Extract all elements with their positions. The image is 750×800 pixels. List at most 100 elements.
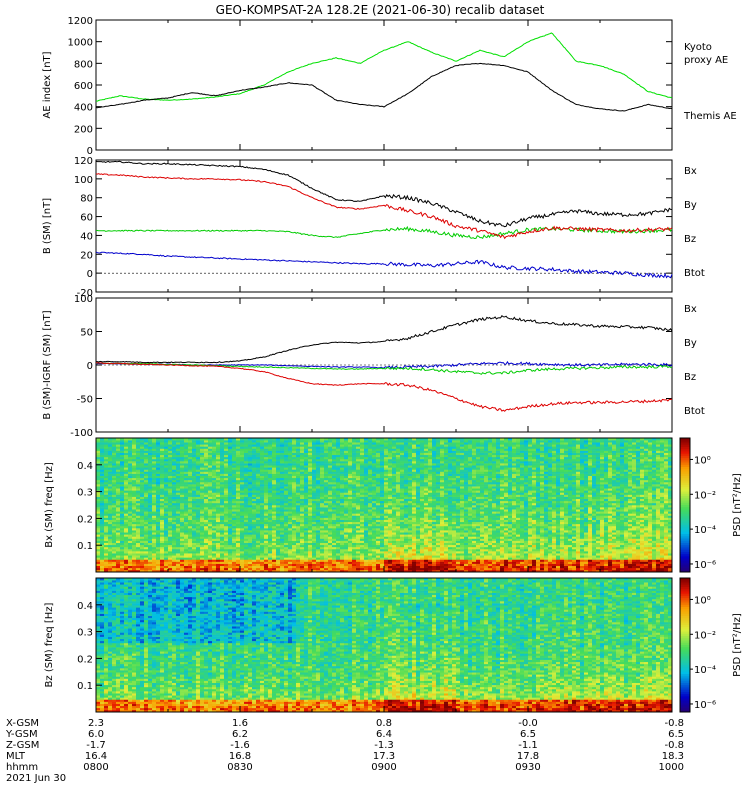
ephemeris-value: -0.0	[518, 718, 538, 729]
y-tick-label: 0	[87, 361, 93, 372]
legend-entry: By	[684, 200, 697, 211]
y-tick-label: 0.4	[77, 461, 93, 472]
colorbar-tick-label: 10⁻⁴	[694, 525, 716, 536]
series-line-btot	[96, 161, 672, 226]
ephemeris-row-label: Z-GSM	[6, 740, 39, 751]
y-tick-label: 1000	[68, 38, 93, 49]
ephemeris-row-label: MLT	[6, 751, 26, 762]
colorbar-tick-label: 10⁻⁶	[694, 700, 716, 711]
colorbar-tick-label: 10⁰	[694, 455, 711, 466]
y-axis-label: AE index [nT]	[42, 51, 53, 118]
legend-entry: Btot	[684, 268, 705, 279]
ephemeris-value: -1.3	[374, 740, 394, 751]
y-tick-label: 800	[74, 59, 93, 70]
y-tick-label: 0.1	[77, 541, 93, 552]
figure: GEO-KOMPSAT-2A 128.2E (2021-06-30) recal…	[0, 0, 750, 800]
colorbar-tick-label: 10⁻²	[694, 490, 716, 501]
legend-entry: Btot	[684, 406, 705, 417]
series-line-by	[96, 363, 672, 375]
ephemeris-value: 6.4	[376, 729, 392, 740]
ephemeris-value: 6.0	[88, 729, 104, 740]
ephemeris-value: 18.3	[662, 751, 684, 762]
ephemeris-row-label: X-GSM	[6, 718, 39, 729]
spectrogram-panel-1: 0.10.20.30.4Bx (SM) freq [Hz]10⁰10⁻²10⁻⁴…	[44, 438, 743, 572]
y-tick-label: 20	[80, 250, 93, 261]
ephemeris-date: 2021 Jun 30	[6, 773, 66, 784]
y-tick-label: 50	[80, 328, 93, 339]
ephemeris-value: 6.5	[520, 729, 536, 740]
y-tick-label: 100	[74, 175, 93, 186]
spectrogram-cells	[96, 578, 672, 712]
colorbar-tick-label: 10⁻⁴	[694, 665, 716, 676]
series-line-bx	[96, 252, 672, 278]
y-tick-label: -100	[70, 428, 93, 439]
legend-entry: Bz	[684, 234, 696, 245]
ephemeris-value: -1.6	[230, 740, 250, 751]
ephemeris-value: -0.8	[664, 718, 684, 729]
legend-entry: By	[684, 338, 697, 349]
ephemeris-value: 16.4	[85, 751, 107, 762]
y-tick-label: 400	[74, 103, 93, 114]
legend-entry: Kyoto	[684, 42, 712, 53]
legend-entry: Themis AE	[683, 111, 737, 122]
ephemeris-value: 16.8	[229, 751, 251, 762]
y-axis-label: Bz (SM) freq [Hz]	[44, 602, 55, 687]
spectrogram-cells	[96, 438, 672, 572]
y-axis-label: B (SM)-IGRF (SM) [nT]	[42, 310, 53, 419]
y-axis-label: B (SM) [nT]	[42, 198, 53, 254]
ephemeris-value: 6.5	[668, 729, 684, 740]
y-tick-label: 600	[74, 81, 93, 92]
ephemeris-value: 0900	[371, 762, 396, 773]
y-tick-label: 0.3	[77, 628, 93, 639]
legend-entry: Bx	[684, 304, 697, 315]
ephemeris-value: -0.8	[664, 740, 684, 751]
y-tick-label: 200	[74, 124, 93, 135]
y-tick-label: 0.1	[77, 681, 93, 692]
y-tick-label: 0.2	[77, 654, 93, 665]
chart-title: GEO-KOMPSAT-2A 128.2E (2021-06-30) recal…	[216, 3, 545, 17]
colorbar: 10⁰ 10⁻² 10⁻⁴ 10⁻⁶ PSD [nT²/Hz]	[680, 578, 743, 712]
y-tick-label: 100	[74, 294, 93, 305]
colorbar-label: PSD [nT²/Hz]	[732, 613, 743, 677]
legend-entry: Bz	[684, 372, 696, 383]
ephemeris-value: 0800	[83, 762, 108, 773]
legend-entry: Bx	[684, 166, 697, 177]
series-line-themis-ae	[96, 63, 672, 111]
ephemeris-row-label: hhmm	[6, 762, 38, 773]
ephemeris-value: 1000	[659, 762, 684, 773]
y-tick-label: 80	[80, 194, 93, 205]
colorbar-tick-label: 10⁻⁶	[694, 560, 716, 571]
ephemeris-value: 17.3	[373, 751, 395, 762]
ephemeris-value: 0930	[515, 762, 540, 773]
ephemeris-value: -1.1	[518, 740, 538, 751]
y-tick-label: 1200	[68, 16, 93, 27]
ephemeris-value: 17.8	[517, 751, 539, 762]
series-line-bz	[96, 174, 672, 239]
colorbar-tick-label: 10⁻²	[694, 630, 716, 641]
series-line-bz	[96, 363, 672, 412]
series-line-kyoto-proxy-ae	[96, 33, 672, 101]
y-tick-label: -50	[77, 395, 93, 406]
y-tick-label: 0.4	[77, 601, 93, 612]
legend-entry: proxy AE	[684, 55, 728, 66]
plot-frame	[96, 20, 672, 150]
line-panel-3: -100 -50 0 50 100 B (SM)-IGRF (SM) [nT] Bx By Bz…	[42, 294, 705, 439]
ephemeris-row-label: Y-GSM	[5, 729, 38, 740]
y-tick-label: 0	[87, 269, 93, 280]
ephemeris-value: 0830	[227, 762, 252, 773]
y-tick-label: 60	[80, 213, 93, 224]
series-line-btot	[96, 316, 672, 363]
y-tick-label: 40	[80, 231, 93, 242]
colorbar-tick-label: 10⁰	[694, 595, 711, 606]
y-tick-label: 0.2	[77, 514, 93, 525]
ephemeris-value: 0.8	[376, 718, 392, 729]
ephemeris-value: -1.7	[86, 740, 106, 751]
ephemeris-value: 1.6	[232, 718, 248, 729]
ephemeris-value: 2.3	[88, 718, 104, 729]
ephemeris-value: 6.2	[232, 729, 248, 740]
y-axis-label: Bx (SM) freq [Hz]	[44, 462, 55, 548]
spectrogram-panel-2: 0.1 0.2 0.3 0.4 Bz (SM) freq [Hz] 10⁰ 10⁻² 10⁻⁴…	[44, 578, 743, 712]
